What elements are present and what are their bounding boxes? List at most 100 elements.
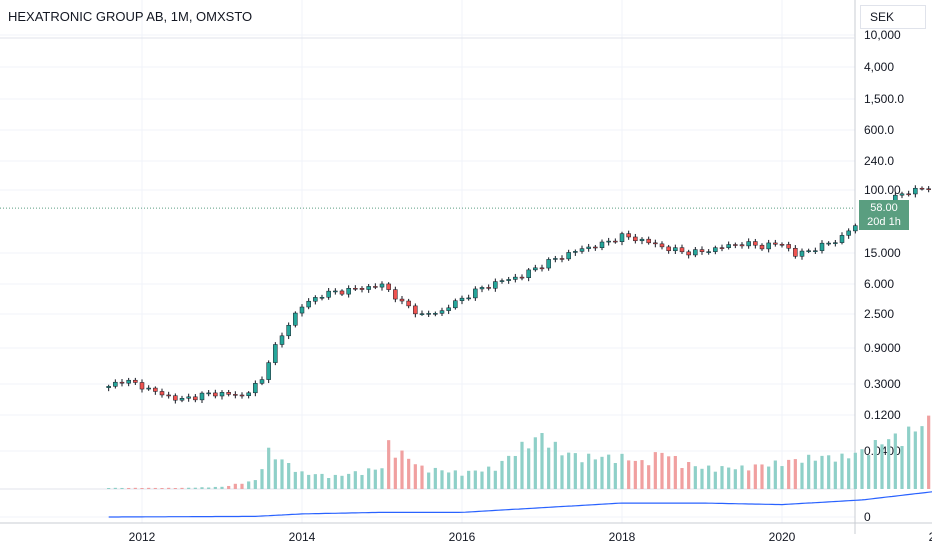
currency-selector[interactable]: SEK (860, 5, 926, 29)
candle-body (899, 193, 905, 196)
volume-bar (380, 468, 384, 489)
y-tick-label: 15.000 (864, 246, 901, 260)
candle-body (433, 313, 438, 315)
volume-bar (747, 470, 751, 489)
volume-bar (367, 468, 371, 489)
candle-body (526, 269, 531, 278)
volume-bar (113, 487, 117, 489)
volume-bar (873, 440, 877, 489)
candle-body (586, 246, 591, 249)
volume-bar (927, 415, 931, 489)
candle-body (199, 392, 205, 401)
candle-body (286, 324, 291, 337)
volume-bar (167, 487, 171, 489)
candle-body (739, 244, 745, 247)
volume-bar (693, 466, 697, 489)
volume-bar (173, 488, 177, 489)
candle-body (566, 252, 571, 260)
volume-bar (193, 487, 197, 489)
volume-bar (387, 440, 391, 489)
volume-bar (433, 467, 437, 489)
candle-body (753, 241, 758, 246)
candle-body (346, 288, 351, 295)
y-tick-label: 240.0 (864, 154, 894, 168)
candle-body (379, 283, 385, 288)
candle-body (679, 247, 685, 253)
candle-body (173, 395, 178, 401)
volume-bar (753, 464, 757, 489)
volume-bar (867, 455, 871, 489)
candle-body (759, 244, 765, 250)
candle-body (246, 392, 251, 396)
volume-bar (267, 447, 271, 489)
candle-body (653, 242, 658, 245)
volume-bar (153, 487, 157, 489)
volume-bar (827, 455, 831, 489)
volume-bar (120, 487, 124, 489)
y-tick-label: 6.000 (864, 277, 894, 291)
candle-body (659, 243, 665, 248)
candle-body (819, 242, 825, 251)
candle-body (559, 258, 565, 260)
volume-bar (287, 463, 291, 489)
candle-body (113, 381, 118, 387)
volume-bar (140, 488, 144, 489)
last-price-value: 58.00 (870, 202, 898, 214)
volume-bar (653, 452, 657, 489)
candle-body (826, 242, 831, 245)
volume-bar (227, 485, 231, 489)
candle-body (239, 394, 245, 397)
volume-bar (760, 464, 764, 489)
candle-body (799, 250, 805, 257)
symbol-title: HEXATRONIC GROUP AB, 1M, OMXSTO (8, 9, 253, 24)
candle-body (259, 379, 265, 384)
volume-bar (573, 453, 577, 489)
candle-body (513, 276, 518, 280)
candle-body (386, 283, 391, 290)
candle-body (546, 259, 551, 269)
volume-bar (467, 470, 471, 489)
volume-bar (233, 483, 237, 489)
volume-bar (820, 455, 824, 489)
y-tick-label: 1,500.0 (864, 92, 904, 106)
volume-bar (400, 450, 404, 489)
volume-bar (520, 441, 524, 489)
volume-bar (513, 455, 517, 489)
volume-bar (160, 488, 164, 489)
volume-bar (353, 471, 357, 489)
volume-bar (147, 487, 151, 489)
candle-body (106, 386, 111, 388)
candle-body (926, 188, 931, 190)
y-tick-label: 0 (864, 510, 871, 524)
candle-body (646, 238, 651, 244)
candle-body (186, 396, 191, 399)
candle-body (193, 396, 198, 401)
volume-bar (720, 466, 724, 489)
candle-body (706, 251, 711, 253)
volume-bar (667, 456, 671, 489)
candle-body (633, 236, 638, 242)
x-tick-label: 2016 (449, 530, 476, 544)
volume-bar (413, 464, 417, 489)
volume-bar (127, 487, 131, 489)
volume-bar (313, 474, 317, 489)
volume-bar (407, 458, 411, 489)
y-tick-label: 0.3000 (864, 377, 901, 391)
y-tick-label: 2.500 (864, 307, 894, 321)
candle-body (593, 246, 598, 249)
candle-body (299, 306, 305, 314)
candle-body (479, 287, 485, 290)
candle-body (906, 193, 911, 196)
candle-body (446, 307, 451, 311)
volume-bar (587, 453, 591, 489)
candle-body (713, 247, 718, 252)
candle-body (366, 286, 371, 290)
y-tick-label: 600.0 (864, 123, 894, 137)
candle-body (393, 289, 398, 300)
candle-body (453, 300, 458, 309)
candle-body (159, 391, 165, 396)
y-tick-label: 10,000 (864, 28, 901, 42)
y-tick-label: 0.9000 (864, 341, 901, 355)
volume-bar (293, 471, 297, 489)
